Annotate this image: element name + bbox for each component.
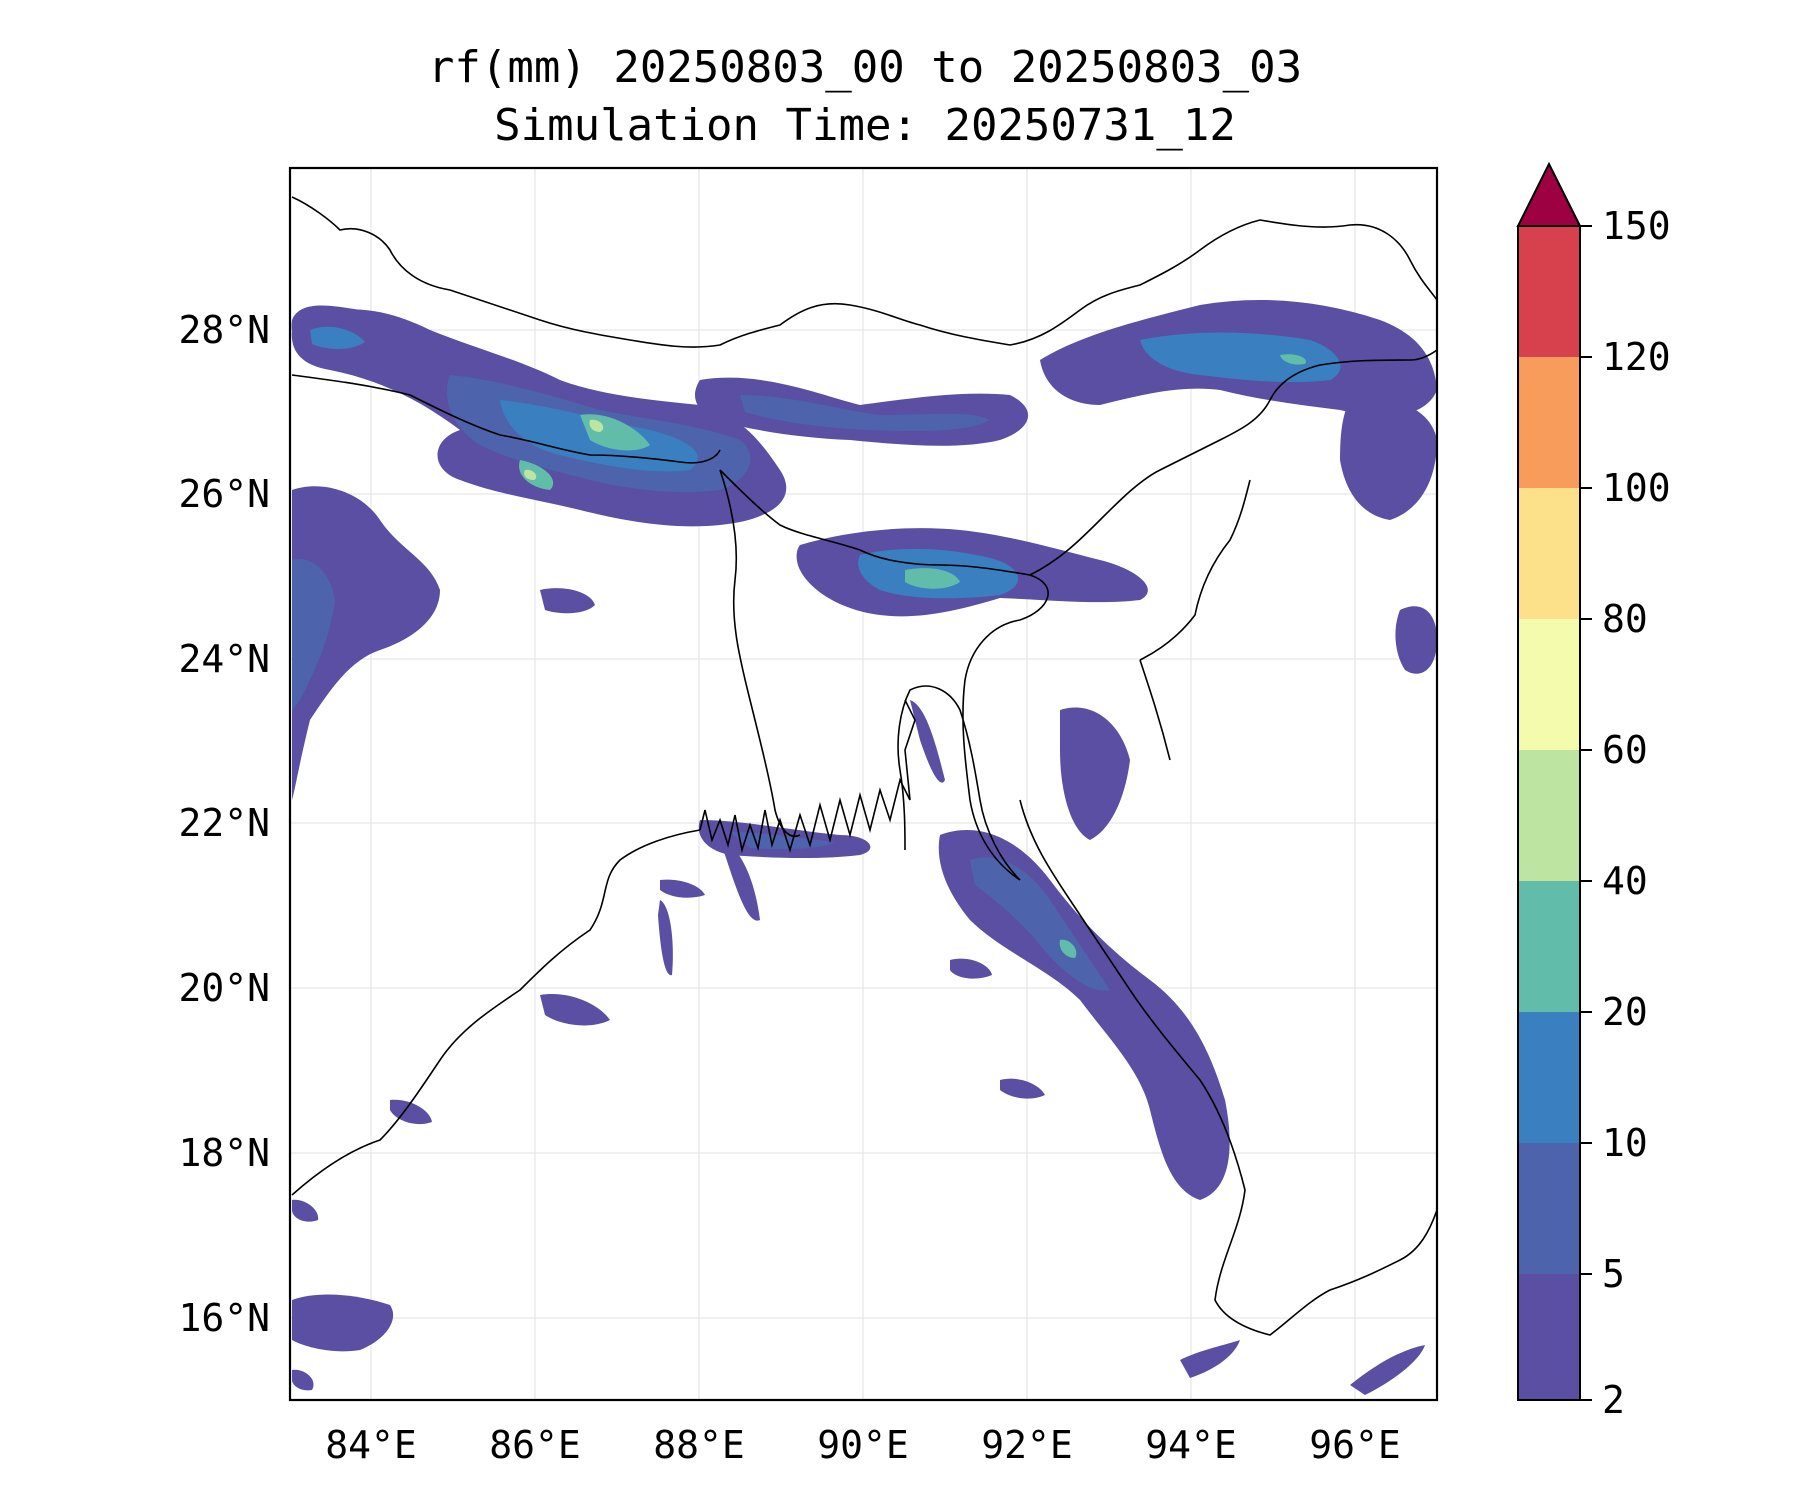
border-north-himalaya xyxy=(291,196,1437,348)
lon-tick-96: 96°E xyxy=(1309,1423,1401,1467)
rain-blob-orissa xyxy=(540,994,610,1026)
rain-blob-bay-1 xyxy=(1000,1078,1045,1099)
coastlines-and-borders xyxy=(291,196,1437,1336)
lon-tick-94: 94°E xyxy=(1145,1423,1237,1467)
colorbar-label-150: 150 xyxy=(1602,204,1671,248)
coastline-myanmar xyxy=(1019,799,1437,1336)
rain-band-myanmar-core xyxy=(1059,939,1077,958)
colorbar-segment-40-60 xyxy=(1518,750,1580,881)
lon-tick-86: 86°E xyxy=(489,1423,581,1467)
coastline-india-east xyxy=(291,829,701,1196)
colorbar-segment-120-150 xyxy=(1518,226,1580,357)
lon-tick-92: 92°E xyxy=(981,1423,1073,1467)
map-subtitle: Simulation Time: 20250731_12 xyxy=(494,100,1236,151)
colorbar-label-20: 20 xyxy=(1602,990,1648,1034)
lat-tick-24: 24°N xyxy=(178,637,270,681)
lat-tick-28: 28°N xyxy=(178,308,270,352)
rain-blob-east-edge xyxy=(1395,606,1437,674)
lon-tick-84: 84°E xyxy=(325,1423,417,1467)
rain-core-4 xyxy=(524,469,537,480)
colorbar-label-40: 40 xyxy=(1602,859,1648,903)
colorbar-segment-60-80 xyxy=(1518,619,1580,750)
colorbar-label-60: 60 xyxy=(1602,728,1648,772)
colorbar-ticks xyxy=(1580,225,1592,1401)
colorbar-segment-80-100 xyxy=(1518,488,1580,619)
rain-blob-west-1-inner xyxy=(292,559,335,710)
rain-blob-northwest-inner xyxy=(310,326,365,349)
lon-tick-88: 88°E xyxy=(653,1423,745,1467)
longitude-tick-labels: 84°E 86°E 88°E 90°E 92°E 94°E 96°E xyxy=(325,1423,1401,1467)
lat-tick-16: 16°N xyxy=(178,1296,270,1340)
colorbar-segment-20-40 xyxy=(1518,881,1580,1012)
rain-blob-coast xyxy=(390,1099,432,1125)
rain-blob-bay-2 xyxy=(950,958,992,979)
colorbar-label-5: 5 xyxy=(1602,1252,1625,1296)
rain-stripe-4 xyxy=(910,700,945,783)
colorbar-label-120: 120 xyxy=(1602,335,1671,379)
colorbar-segment-2-5 xyxy=(1518,1274,1580,1400)
rain-blob-south-2 xyxy=(292,1369,314,1391)
colorbar-frame xyxy=(1517,225,1581,1401)
latitude-tick-labels: 28°N 26°N 24°N 22°N 20°N 18°N 16°N xyxy=(178,308,270,1340)
lat-tick-22: 22°N xyxy=(178,801,270,845)
rain-band-bhutan-inner xyxy=(740,395,990,431)
colorbar-label-100: 100 xyxy=(1602,466,1671,510)
colorbar-extend-arrow xyxy=(1516,161,1582,227)
rain-blob-assam xyxy=(1340,398,1437,520)
rain-band-arunachal-core xyxy=(1280,354,1306,365)
colorbar: 2 5 10 20 40 60 80 100 120 150 xyxy=(1516,161,1671,1422)
rain-blob-south-1 xyxy=(292,1199,319,1222)
border-bangladesh xyxy=(719,469,1049,881)
coastline-bangladesh-delta xyxy=(699,699,916,854)
map-frame xyxy=(288,166,1439,1402)
lon-tick-90: 90°E xyxy=(817,1423,909,1467)
colorbar-segment-5-10 xyxy=(1518,1143,1580,1274)
border-nepal-south xyxy=(291,374,721,464)
colorbar-segment-10-20 xyxy=(1518,1012,1580,1143)
map-title: rf(mm) 20250803_00 to 20250803_03 xyxy=(427,42,1303,93)
lat-tick-18: 18°N xyxy=(178,1131,270,1175)
rain-band-arunachal-inner xyxy=(1140,332,1341,383)
rain-blob-west-1 xyxy=(292,486,440,800)
colorbar-label-80: 80 xyxy=(1602,597,1648,641)
rain-band-myanmar xyxy=(938,830,1230,1200)
rain-blob-south-3 xyxy=(1180,1340,1240,1378)
rain-stripe-3 xyxy=(660,879,705,898)
rain-core-2 xyxy=(519,460,554,490)
border-northeast-india xyxy=(1029,349,1437,761)
rain-stripe-2 xyxy=(658,900,673,976)
rain-blob-south-4 xyxy=(1350,1345,1425,1395)
colorbar-segment-100-120 xyxy=(1518,357,1580,488)
lat-tick-26: 26°N xyxy=(178,472,270,516)
rain-stripe-1 xyxy=(720,840,760,921)
rainfall-shading xyxy=(291,300,1437,1395)
lat-tick-20: 20°N xyxy=(178,966,270,1010)
rain-band-meghalaya-core xyxy=(905,568,960,589)
colorbar-label-10: 10 xyxy=(1602,1121,1648,1165)
rain-blob-west-2 xyxy=(540,588,595,614)
rain-stripe-5 xyxy=(1060,707,1130,840)
rain-blob-southwest xyxy=(292,1294,394,1352)
colorbar-label-2: 2 xyxy=(1602,1378,1625,1422)
rain-core-3 xyxy=(589,419,604,432)
